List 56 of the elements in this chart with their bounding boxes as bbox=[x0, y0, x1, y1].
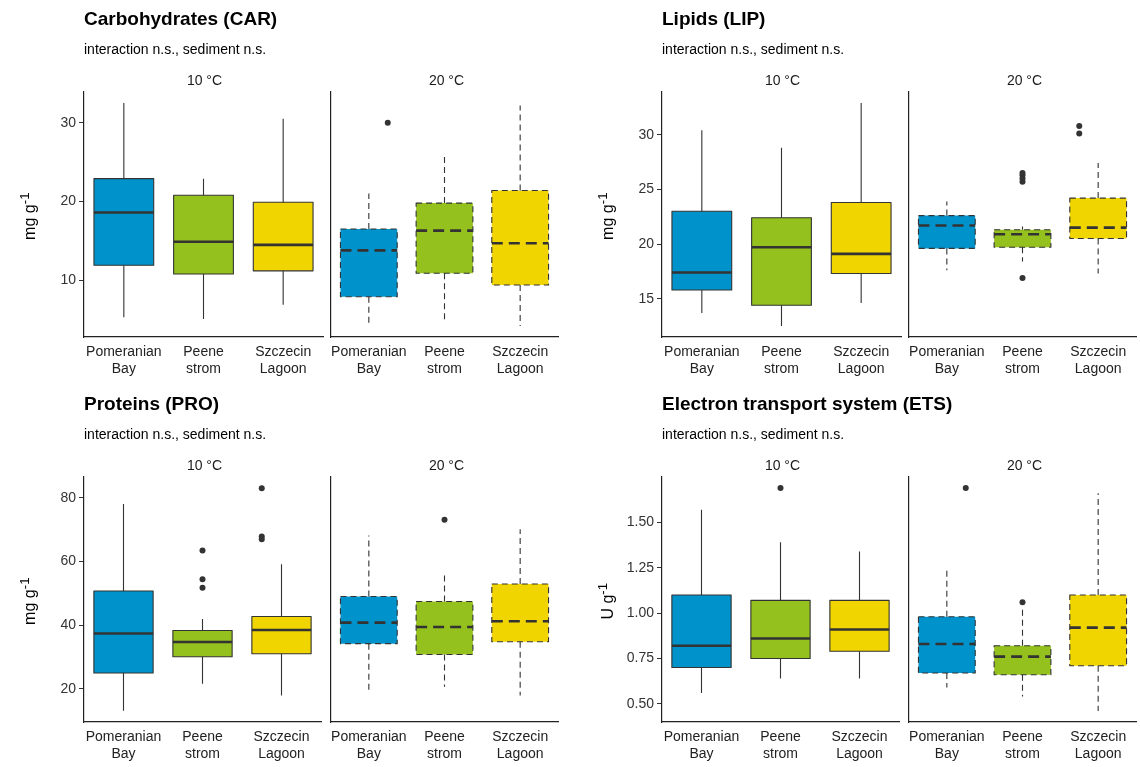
chart-title: Electron transport system (ETS) bbox=[662, 393, 953, 415]
x-tick-label: Pomeranian Bay bbox=[86, 343, 162, 377]
x-tick-label: Pomeranian Bay bbox=[909, 728, 985, 762]
y-tick-label: 20 bbox=[638, 234, 655, 251]
y-tick-label: 1.25 bbox=[626, 558, 655, 575]
x-tick-label: Peene strom bbox=[424, 343, 465, 377]
x-tick-label: Pomeranian Bay bbox=[664, 343, 740, 377]
x-tick-label: Pomeranian Bay bbox=[331, 728, 407, 762]
text: 10 °C bbox=[185, 72, 224, 88]
x-tick-label: Szczecin Lagoon bbox=[1070, 728, 1127, 762]
x-tick-label: Peene strom bbox=[760, 728, 801, 762]
y-tick-label: 1.00 bbox=[626, 603, 655, 620]
y-tick-label: 20 bbox=[60, 192, 77, 209]
x-tick-label: Szczecin Lagoon bbox=[492, 728, 549, 762]
text: 10 °C bbox=[763, 72, 802, 88]
y-tick-label: 10 bbox=[60, 271, 77, 288]
x-tick-label: Peene strom bbox=[1002, 343, 1043, 377]
x-tick-label: Peene strom bbox=[182, 728, 223, 762]
y-tick-label: 30 bbox=[638, 125, 655, 142]
y-tick-label: 0.50 bbox=[626, 694, 655, 711]
y-tick-label: 20 bbox=[60, 679, 77, 696]
text: 20 °C bbox=[427, 457, 466, 473]
y-tick-label: 40 bbox=[60, 616, 77, 633]
x-tick-label: Szczecin Lagoon bbox=[253, 728, 310, 762]
y-tick-label: 25 bbox=[638, 180, 655, 197]
x-tick-label: Peene strom bbox=[183, 343, 224, 377]
y-tick-label: 15 bbox=[638, 289, 655, 306]
y-tick-label: 30 bbox=[60, 113, 77, 130]
x-tick-label: Peene strom bbox=[1002, 728, 1043, 762]
chart-subtitle: interaction n.s., sediment n.s. bbox=[84, 41, 267, 57]
y-tick-label: 60 bbox=[60, 552, 77, 569]
chart-subtitle: interaction n.s., sediment n.s. bbox=[84, 426, 267, 442]
chart-title: Proteins (PRO) bbox=[84, 393, 220, 415]
y-tick-label: 1.50 bbox=[626, 513, 655, 530]
x-tick-label: Szczecin Lagoon bbox=[492, 343, 549, 377]
x-tick-label: Peene strom bbox=[761, 343, 802, 377]
chart-subtitle: interaction n.s., sediment n.s. bbox=[662, 426, 845, 442]
x-tick-label: Pomeranian Bay bbox=[909, 343, 985, 377]
y-tick-label: 80 bbox=[60, 488, 77, 505]
text: 20 °C bbox=[1005, 457, 1044, 473]
x-tick-label: Peene strom bbox=[424, 728, 465, 762]
text: 10 °C bbox=[763, 457, 802, 473]
text: 10 °C bbox=[185, 457, 224, 473]
x-tick-label: Szczecin Lagoon bbox=[1070, 343, 1127, 377]
text: 20 °C bbox=[427, 72, 466, 88]
chart-subtitle: interaction n.s., sediment n.s. bbox=[662, 41, 845, 57]
chart-title: Lipids (LIP) bbox=[662, 8, 766, 30]
x-tick-label: Szczecin Lagoon bbox=[255, 343, 312, 377]
x-tick-label: Szczecin Lagoon bbox=[833, 343, 890, 377]
x-tick-label: Pomeranian Bay bbox=[331, 343, 407, 377]
y-tick-label: 0.75 bbox=[626, 649, 655, 666]
chart-title: Carbohydrates (CAR) bbox=[84, 8, 278, 30]
x-tick-label: Pomeranian Bay bbox=[663, 728, 740, 762]
x-tick-label: Pomeranian Bay bbox=[85, 728, 162, 762]
text: 20 °C bbox=[1005, 72, 1044, 88]
x-tick-label: Szczecin Lagoon bbox=[831, 728, 888, 762]
